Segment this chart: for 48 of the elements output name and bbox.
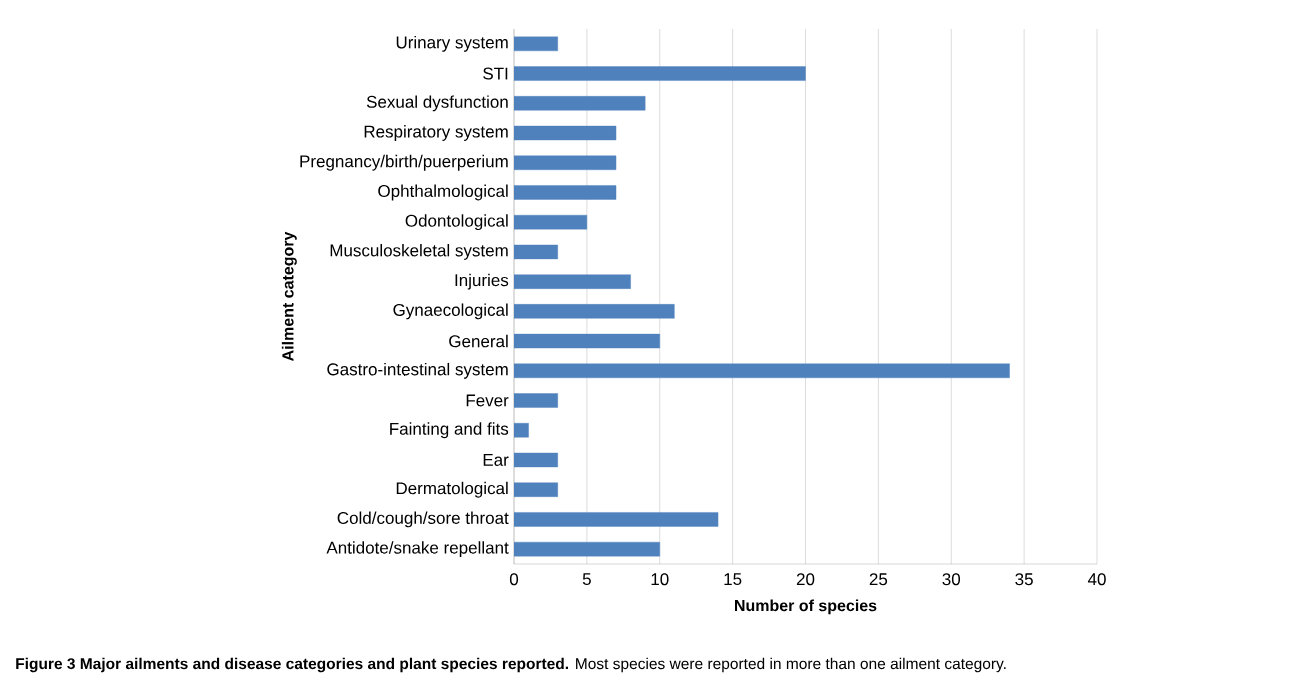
x-tick-label: 35 bbox=[1015, 573, 1033, 586]
y-tick-label: Sexual dysfunction bbox=[366, 95, 508, 112]
y-tick-label: Musculoskeletal system bbox=[330, 244, 508, 260]
y-tick-label: Antidote/snake repellant bbox=[326, 541, 509, 558]
y-tick-label: General bbox=[449, 334, 508, 348]
y-axis-title: Ailment category bbox=[281, 231, 297, 361]
y-tick-label: Fever bbox=[466, 394, 509, 407]
bar bbox=[514, 185, 617, 200]
x-tick-label: 5 bbox=[582, 573, 591, 586]
y-tick-label: Injuries bbox=[455, 273, 509, 290]
y-tick-label: Gynaecological bbox=[393, 303, 508, 320]
bar bbox=[514, 215, 588, 230]
y-tick-label: Dermatological bbox=[396, 481, 508, 498]
x-tick-label: 15 bbox=[724, 573, 742, 586]
y-tick-label: Ophthalmological bbox=[378, 184, 508, 201]
y-tick-label: Respiratory system bbox=[364, 125, 508, 141]
bar bbox=[514, 333, 660, 349]
y-tick-label: Odontological bbox=[405, 214, 508, 231]
y-tick-label: STI bbox=[483, 67, 508, 80]
bar bbox=[514, 482, 558, 497]
bar bbox=[514, 512, 719, 527]
x-tick-label: 25 bbox=[869, 573, 888, 586]
x-tick-label: 20 bbox=[796, 573, 815, 586]
text: Figure 3 Major ailments and disease categories and plant species reported. Most species were reported in more than one ailment category. bbox=[16, 657, 1006, 673]
bar bbox=[514, 452, 558, 468]
y-tick-label: Urinary system bbox=[396, 35, 508, 52]
y-tick-label: Pregnancy/birth/puerperium bbox=[300, 154, 508, 171]
bar bbox=[514, 244, 558, 260]
y-tick-label: Cold/cough/sore throat bbox=[337, 511, 509, 528]
bar bbox=[514, 66, 806, 81]
bar bbox=[514, 96, 646, 111]
y-tick-label: Ear bbox=[483, 454, 509, 466]
bar bbox=[514, 423, 529, 438]
bar bbox=[514, 393, 558, 408]
bar bbox=[514, 541, 660, 557]
y-tick-label: Gastro-intestinal system bbox=[327, 362, 508, 379]
x-tick-label: 10 bbox=[651, 573, 669, 586]
bar bbox=[514, 125, 617, 141]
bar bbox=[514, 274, 631, 289]
bar bbox=[514, 304, 675, 319]
x-tick-label: 0 bbox=[509, 573, 519, 586]
bar bbox=[514, 363, 1010, 379]
bar bbox=[514, 155, 617, 170]
x-tick-label: 30 bbox=[942, 573, 961, 586]
x-tick-label: 40 bbox=[1087, 573, 1106, 586]
y-tick-label: Fainting and fits bbox=[390, 422, 509, 439]
x-axis-title: Number of species bbox=[735, 599, 877, 615]
bar bbox=[514, 36, 558, 52]
